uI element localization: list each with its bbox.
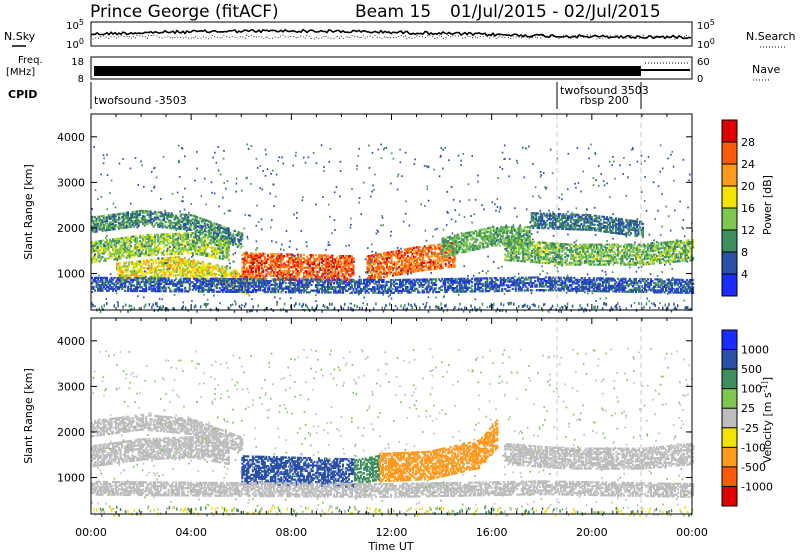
y-tick-label: 2000 (57, 222, 85, 235)
colorbar-segment (722, 408, 737, 428)
x-tick-label: 00:00 (676, 526, 708, 539)
cpid-label: CPID (8, 88, 37, 101)
y-tick-label: 3000 (57, 176, 85, 189)
x-tick-label: 00:00 (75, 526, 107, 539)
colorbar-tick: 100 (741, 383, 762, 396)
colorbar-segment (722, 427, 737, 448)
nave-label: Nave (752, 63, 780, 76)
noise-tick-top: 105 (66, 18, 84, 32)
power-heatmap-cells (91, 114, 695, 313)
colorbar-segment (722, 252, 737, 274)
velocity-heatmap-cells (91, 318, 695, 517)
colorbar-segment (722, 208, 737, 230)
colorbar-segment (722, 330, 737, 350)
beam-title: Beam 15 (355, 2, 431, 22)
power-ylabel: Slant Range [km] (22, 164, 35, 260)
noise-tick-bottom-right: 100 (697, 37, 715, 51)
nave-tick-bottom: 0 (697, 74, 703, 85)
velocity-colorbar-label: Velocity [m s-1]] (760, 377, 774, 463)
freq-band (94, 66, 641, 76)
nsearch-label: N.Search (746, 30, 796, 43)
nsky-label: N.Sky (4, 30, 36, 43)
noise-sky-series (90, 28, 692, 40)
freq-label: Freq. (18, 55, 43, 66)
colorbar-segment (722, 486, 737, 506)
y-tick-label: 4000 (57, 131, 85, 144)
noise-tick-bottom: 100 (66, 37, 84, 51)
colorbar-segment (722, 230, 737, 252)
station-title: Prince George (fitACF) (90, 2, 279, 22)
x-tick-label: 16:00 (476, 526, 508, 539)
cpid-segment-2: twofsound 3503 (560, 84, 649, 97)
colorbar-segment (722, 274, 737, 296)
colorbar-tick: 12 (741, 224, 755, 237)
x-tick-label: 08:00 (275, 526, 307, 539)
colorbar-tick: 20 (741, 180, 755, 193)
colorbar-segment (722, 369, 737, 389)
power-colorbar-label: Power [dB] (761, 175, 774, 235)
freq-unit: [MHz] (6, 67, 35, 78)
velocity-ylabel: Slant Range [km] (22, 368, 35, 464)
time-axis: 00:00 04:00 08:00 12:00 16:00 20:00 00:00 (75, 114, 708, 539)
date-range-title: 01/Jul/2015 - 02/Jul/2015 (450, 2, 661, 22)
time-axis-label: Time UT (367, 540, 413, 553)
colorbar-tick: 4 (741, 268, 748, 281)
colorbar-tick: 16 (741, 202, 755, 215)
colorbar-tick: 25 (741, 402, 755, 415)
power-panel: 1000 2000 3000 4000 Slant Range [km] 4 8 12 16… (22, 113, 774, 313)
colorbar-segment (722, 120, 737, 142)
colorbar-tick: -1000 (741, 480, 773, 493)
velocity-colorbar: 1000 500 100 25 -25 -100 -500 -1000 (721, 329, 773, 507)
y-tick-label: 1000 (57, 268, 85, 281)
y-tick-label: 3000 (57, 380, 85, 393)
colorbar-tick: 1000 (741, 344, 769, 357)
cpid-segment-3: rbsp 200 (580, 94, 629, 107)
freq-strip: 18 8 60 0 Freq. [MHz] Nave (6, 55, 780, 85)
colorbar-tick: 28 (741, 136, 755, 149)
colorbar-segment (722, 466, 737, 487)
colorbar-segment (722, 447, 737, 467)
power-y-ticks: 1000 2000 3000 4000 (57, 131, 692, 281)
x-tick-label: 20:00 (576, 526, 608, 539)
colorbar-tick: -25 (741, 422, 759, 435)
colorbar-tick: 24 (741, 158, 755, 171)
power-colorbar: 4 8 12 16 20 24 28 (721, 119, 755, 297)
y-tick-label: 1000 (57, 472, 85, 485)
y-tick-label: 2000 (57, 426, 85, 439)
velocity-y-ticks: 1000 2000 3000 4000 (57, 335, 692, 485)
noise-strip: 105 100 105 100 N.Sky N.Search (4, 18, 796, 51)
x-tick-label: 12:00 (376, 526, 408, 539)
x-tick-label: 04:00 (175, 526, 207, 539)
colorbar-segment (722, 186, 737, 208)
colorbar-tick: -100 (741, 441, 766, 454)
colorbar-tick: 500 (741, 363, 762, 376)
freq-tick-top: 18 (71, 57, 84, 68)
colorbar-segment (722, 388, 737, 409)
noise-tick-top-right: 105 (697, 18, 715, 32)
nave-tick-top: 60 (697, 57, 710, 68)
y-tick-label: 4000 (57, 335, 85, 348)
colorbar-tick: 8 (741, 246, 748, 259)
colorbar-segment (722, 142, 737, 164)
colorbar-segment (722, 164, 737, 186)
cpid-strip: CPID twofsound -3503 twofsound 3503 rbsp… (8, 82, 649, 109)
colorbar-tick: -500 (741, 461, 766, 474)
colorbar-segment (722, 349, 737, 370)
cpid-segment-1: twofsound -3503 (94, 94, 187, 107)
velocity-panel: 1000 2000 3000 4000 Slant Range [km] 1000 50… (22, 317, 774, 517)
freq-tick-bottom: 8 (78, 74, 84, 85)
